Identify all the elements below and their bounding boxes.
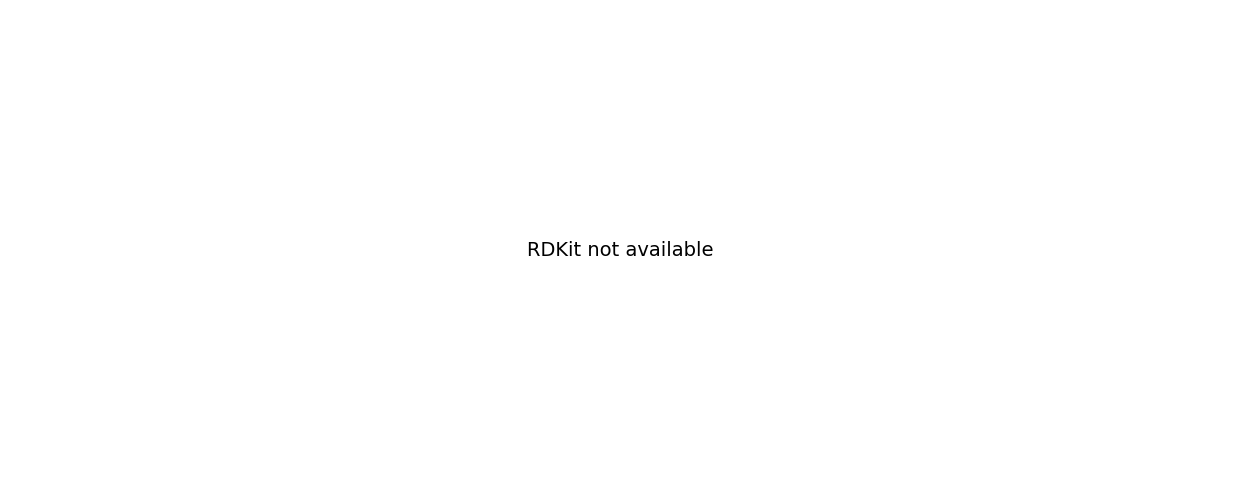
Text: RDKit not available: RDKit not available [527,240,713,260]
